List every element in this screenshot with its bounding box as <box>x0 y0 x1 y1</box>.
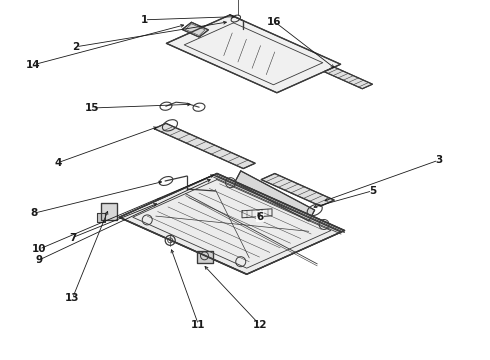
Text: 12: 12 <box>252 320 267 330</box>
Text: 4: 4 <box>54 158 62 168</box>
Polygon shape <box>154 123 255 168</box>
Text: 16: 16 <box>267 17 282 27</box>
Text: 10: 10 <box>32 244 47 254</box>
Text: 15: 15 <box>85 103 99 113</box>
Text: 8: 8 <box>31 208 38 218</box>
Polygon shape <box>196 251 213 263</box>
Polygon shape <box>97 213 105 222</box>
Text: 9: 9 <box>36 255 43 265</box>
Text: 5: 5 <box>369 186 376 196</box>
Polygon shape <box>101 203 117 220</box>
Text: 14: 14 <box>26 60 41 70</box>
Polygon shape <box>235 171 315 221</box>
Polygon shape <box>261 174 334 206</box>
Text: 7: 7 <box>69 233 76 243</box>
Text: 11: 11 <box>191 320 206 330</box>
Text: 3: 3 <box>435 155 442 165</box>
Text: 2: 2 <box>73 42 79 52</box>
Text: 13: 13 <box>65 293 80 303</box>
Text: 6: 6 <box>256 212 263 222</box>
Polygon shape <box>242 209 272 218</box>
Polygon shape <box>167 15 341 93</box>
Polygon shape <box>119 174 344 274</box>
Text: 1: 1 <box>141 15 148 25</box>
Polygon shape <box>324 67 372 89</box>
Polygon shape <box>182 22 208 37</box>
